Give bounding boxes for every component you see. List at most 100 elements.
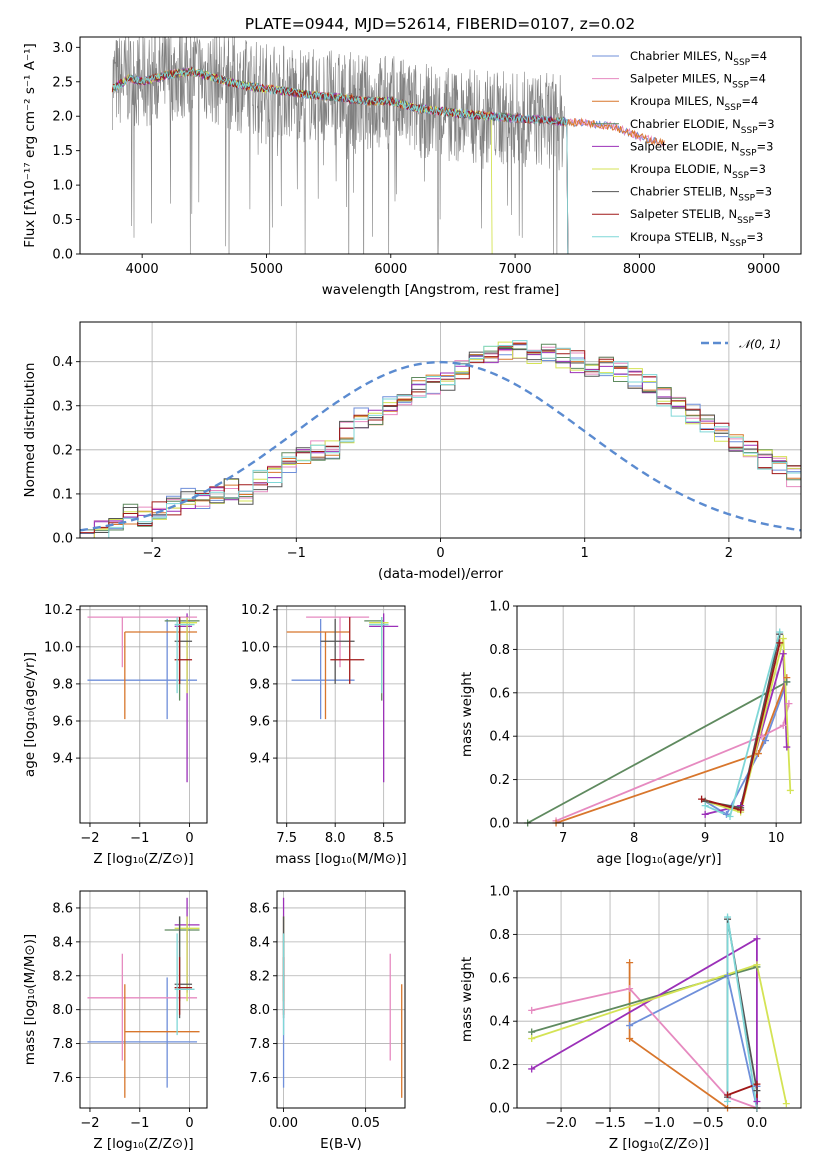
y-axis-label: mass [log₁₀(M/M⊙)] <box>22 934 38 1065</box>
x-axis-label: Z [log₁₀(Z/Z⊙)] <box>609 1136 709 1152</box>
y-tick-label: 8.6 <box>249 901 270 916</box>
y-tick-label: 10.0 <box>44 640 73 655</box>
x-axis-label: (data-model)/error <box>378 566 504 582</box>
x-tick-label: 7 <box>559 831 567 846</box>
mass-weight-marker <box>779 635 787 643</box>
x-tick-label: −1 <box>130 831 149 846</box>
x-tick-label: 8.0 <box>325 831 346 846</box>
mass-weight-marker <box>753 961 761 969</box>
x-tick-label: −1 <box>130 1116 149 1131</box>
x-tick-label: 0.05 <box>351 1116 380 1131</box>
x-tick-label: 8000 <box>623 262 656 277</box>
mass-vs-ebv-panel: 0.00 0.05 7.6 7.8 8.0 8.2 8.4 8.6 E(B-V) <box>249 890 406 1152</box>
y-tick-label: 9.6 <box>52 714 73 729</box>
plot-area <box>80 340 801 538</box>
figure-title: PLATE=0944, MJD=52614, FIBERID=0107, z=0… <box>245 15 635 33</box>
x-tick-label: 0.0 <box>747 1116 768 1131</box>
y-tick-label: 0.4 <box>52 355 73 370</box>
spectrum-panel: 4000 5000 6000 7000 8000 9000 0.0 0.5 1.0 1.5 2.0 2… <box>22 36 802 298</box>
plot-frame <box>516 605 802 824</box>
y-tick-label: 9.6 <box>249 714 270 729</box>
mass-weight-marker <box>626 1035 634 1043</box>
mass-weight-marker <box>783 678 791 686</box>
mass-weight-marker <box>753 1097 761 1105</box>
y-tick-label: 7.6 <box>52 1071 73 1086</box>
y-tick-label: 8.4 <box>52 935 73 950</box>
y-tick-label: 0.0 <box>52 532 73 547</box>
y-axis-label: Flux [fλ10⁻¹⁷ erg cm⁻² s⁻¹ A⁻¹] <box>22 43 38 248</box>
x-axis-label: Z [log₁₀(Z/Z⊙)] <box>93 851 193 867</box>
plot-area <box>531 916 788 1108</box>
model-spectrum-line <box>111 66 665 148</box>
mass-weight-marker <box>724 1097 732 1105</box>
normal-curve-line <box>80 360 801 532</box>
legend-entry: 𝒩(0, 1) <box>739 337 781 351</box>
mass-weight-marker <box>753 935 761 943</box>
y-axis-label: mass weight <box>459 672 475 757</box>
age-vs-mass-panel: 7.5 8.0 8.5 9.4 9.6 9.8 10.0 10.2 mass [log₁₀(M/… <box>241 603 407 867</box>
y-tick-label: 0.2 <box>489 773 510 788</box>
x-tick-label: −2 <box>80 1116 99 1131</box>
model-spectrum-line <box>111 68 665 147</box>
model-spectrum-line <box>111 66 569 254</box>
plot-area <box>286 613 399 783</box>
x-axis-label: Z [log₁₀(Z/Z⊙)] <box>93 1136 193 1152</box>
x-tick-label: 4000 <box>126 262 159 277</box>
y-tick-label: 0.5 <box>52 213 73 228</box>
y-tick-label: 8.0 <box>249 1003 270 1018</box>
mass-weight-line <box>531 937 758 1102</box>
mass-weight-line <box>527 681 788 823</box>
x-tick-label: 0 <box>185 1116 193 1131</box>
plot-area <box>87 613 200 783</box>
age-vs-metallicity-panel: −2 −1 0 9.4 9.6 9.8 10.0 10.2 Z [log₁₀(Z/Z⊙)] age… <box>22 603 208 867</box>
legend-entry: Salpeter ELODIE, NSSP=3 <box>630 139 773 158</box>
y-tick-label: 7.8 <box>52 1037 73 1052</box>
legend-entry: Kroupa STELIB, NSSP=3 <box>630 230 763 249</box>
legend-entry: Chabrier ELODIE, NSSP=3 <box>630 117 775 136</box>
y-tick-label: 0.2 <box>489 1058 510 1073</box>
plot-area <box>282 897 403 1098</box>
x-tick-label: 7.5 <box>276 831 297 846</box>
plot-frame <box>516 890 802 1109</box>
histogram-step-line <box>80 349 801 538</box>
x-tick-label: −2 <box>143 546 162 561</box>
mass-weight-line <box>629 974 758 1108</box>
y-tick-label: 9.4 <box>249 752 270 767</box>
x-tick-label: −1.0 <box>643 1116 675 1131</box>
y-axis-label: age [log₁₀(age/yr)] <box>22 652 38 777</box>
mass-weight-marker <box>758 732 766 740</box>
y-tick-label: 7.6 <box>249 1071 270 1086</box>
y-tick-label: 8.4 <box>249 935 270 950</box>
mass-weight-marker <box>776 639 784 647</box>
model-spectrum-line <box>112 66 569 254</box>
legend-entry: Chabrier STELIB, NSSP=3 <box>630 185 772 204</box>
plot-area <box>527 631 792 823</box>
y-tick-label: 0.8 <box>489 643 510 658</box>
x-tick-label: 5000 <box>250 262 283 277</box>
mass-vs-metallicity-panel: −2 −1 0 7.6 7.8 8.0 8.2 8.4 8.6 Z [log₁₀(Z/Z⊙)] ma… <box>22 890 208 1152</box>
mass-weight-marker <box>753 1080 761 1088</box>
x-tick-label: −1.5 <box>594 1116 626 1131</box>
y-tick-label: 3.0 <box>52 41 73 56</box>
mass-weight-vs-metallicity-panel: −2.0 −1.5 −1.0 −0.5 0.0 0.0 0.2 0.4 0.6 0.8 1.0 Z [… <box>459 885 802 1152</box>
mass-weight-marker <box>626 1022 634 1030</box>
x-tick-label: 10 <box>768 831 785 846</box>
y-tick-label: 1.5 <box>52 144 73 159</box>
x-tick-label: 8 <box>630 831 638 846</box>
x-tick-label: 0 <box>436 546 444 561</box>
y-tick-label: 10.0 <box>241 640 270 655</box>
mass-weight-marker <box>724 1091 732 1099</box>
plot-frame <box>79 36 802 255</box>
y-tick-label: 7.8 <box>249 1037 270 1052</box>
y-tick-label: 0.6 <box>489 971 510 986</box>
mass-weight-marker <box>782 1100 790 1108</box>
mass-weight-marker <box>779 650 787 658</box>
mass-weight-marker <box>528 1028 536 1036</box>
y-tick-label: 8.2 <box>52 969 73 984</box>
x-axis-label: wavelength [Angstrom, rest frame] <box>322 282 560 298</box>
y-tick-label: 0.3 <box>52 399 73 414</box>
x-axis-label: age [log₁₀(age/yr)] <box>596 851 721 867</box>
plot-frame <box>79 890 208 1109</box>
mass-weight-marker <box>754 750 762 758</box>
